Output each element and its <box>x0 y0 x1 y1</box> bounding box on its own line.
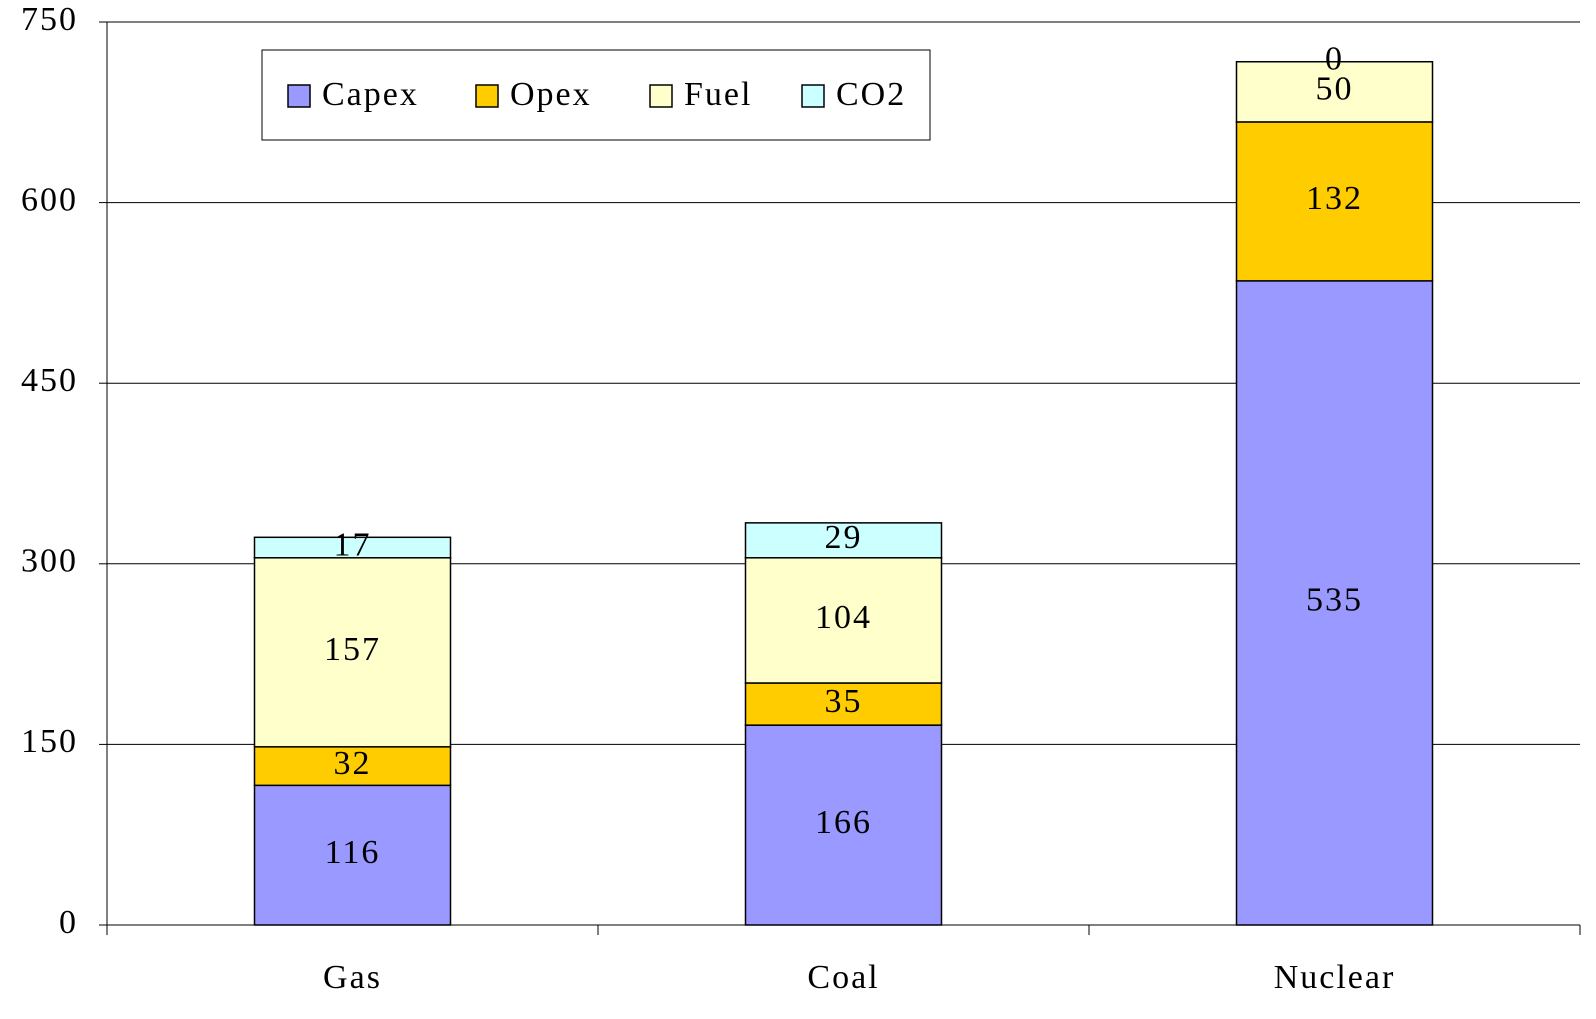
data-label: 35 <box>825 683 863 720</box>
data-label: 535 <box>1306 582 1363 619</box>
data-label: 32 <box>334 745 372 782</box>
legend-label: Opex <box>510 76 592 113</box>
legend-swatch <box>649 84 673 108</box>
legend-swatch <box>475 84 499 108</box>
bar-segment <box>744 522 943 559</box>
legend-label: Fuel <box>684 76 752 113</box>
y-tick-label: 300 <box>21 543 78 580</box>
data-label: 29 <box>825 519 863 556</box>
y-tick-label: 450 <box>21 362 78 399</box>
x-tick-label: Coal <box>807 959 879 996</box>
legend-swatch <box>287 84 311 108</box>
bar-segment <box>1235 121 1434 282</box>
legend-swatch <box>801 84 825 108</box>
data-label: 17 <box>334 526 372 563</box>
bar-segment <box>744 682 943 726</box>
legend-label: Capex <box>322 76 419 113</box>
data-label: 104 <box>815 599 872 636</box>
data-label: 116 <box>325 834 381 871</box>
bar-segment <box>744 557 943 684</box>
data-label: 132 <box>1306 180 1363 217</box>
bar-segment <box>1235 280 1434 926</box>
bar-segment <box>1235 60 1434 123</box>
y-tick-label: 750 <box>21 1 78 38</box>
x-tick-label: Gas <box>323 959 382 996</box>
data-label: 50 <box>1316 71 1354 108</box>
bar-segment <box>253 536 452 559</box>
y-tick-label: 600 <box>21 181 78 218</box>
data-label: 0 <box>1325 41 1344 78</box>
y-tick-label: 0 <box>59 904 78 941</box>
data-label: 157 <box>324 631 381 668</box>
y-tick-label: 150 <box>21 723 78 760</box>
legend-label: CO2 <box>836 76 906 113</box>
x-tick-label: Nuclear <box>1274 959 1396 996</box>
data-label: 166 <box>815 804 872 841</box>
